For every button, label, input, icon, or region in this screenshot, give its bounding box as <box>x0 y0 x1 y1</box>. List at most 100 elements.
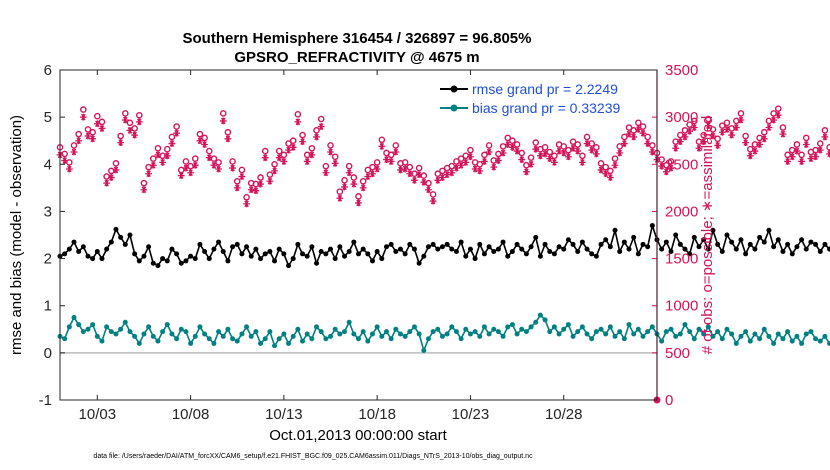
bias-point <box>342 329 348 335</box>
possible-point <box>80 106 87 113</box>
possible-point <box>121 110 129 117</box>
assimilated-point <box>700 138 708 146</box>
rmse-point <box>248 253 254 259</box>
y-tick-label: -1 <box>39 392 52 409</box>
bias-point <box>174 336 180 342</box>
rmse-point <box>621 239 627 245</box>
rmse-point <box>701 237 707 243</box>
possible-point <box>495 150 502 158</box>
bias-point <box>579 324 585 330</box>
possible-point <box>663 161 670 169</box>
assimilated-point <box>93 120 101 128</box>
bias-point <box>136 340 142 346</box>
bias-point <box>570 333 576 339</box>
bias-point <box>607 324 613 330</box>
rmse-point <box>122 241 128 247</box>
rmse-point <box>593 253 599 259</box>
assimilated-point <box>163 152 171 160</box>
possible-point <box>784 151 791 159</box>
assimilated-point <box>756 141 764 148</box>
rmse-point <box>537 253 543 259</box>
assimilated-point <box>289 143 297 151</box>
assimilated-point <box>704 122 712 130</box>
rmse-point <box>397 246 403 252</box>
rmse-point <box>696 244 702 250</box>
rmse-point <box>407 241 413 247</box>
possible-point <box>788 146 796 154</box>
assimilated-point <box>439 174 446 181</box>
bias-point <box>682 322 688 328</box>
assimilated-point <box>606 174 614 181</box>
bias-point <box>430 329 436 335</box>
assimilated-point <box>103 179 111 187</box>
possible-point <box>135 111 143 119</box>
possible-point <box>103 173 110 180</box>
assimilated-point <box>569 144 577 152</box>
assimilated-point <box>686 127 694 135</box>
bias-point <box>509 322 515 328</box>
rmse-point <box>202 249 208 254</box>
rmse-point <box>715 241 721 247</box>
possible-point <box>364 166 372 174</box>
possible-point <box>439 167 446 175</box>
possible-point <box>406 163 414 171</box>
assimilated-point <box>578 159 586 166</box>
possible-point <box>205 147 213 155</box>
rmse-point <box>393 249 399 254</box>
assimilated-point <box>224 135 232 143</box>
rmse-point <box>164 258 170 264</box>
rmse-point <box>640 241 646 247</box>
bias-point <box>514 331 520 337</box>
possible-point <box>714 135 721 143</box>
bias-point <box>239 331 245 337</box>
bias-point <box>393 326 399 332</box>
possible-point <box>243 193 250 201</box>
possible-point <box>667 158 675 165</box>
rmse-point <box>542 241 548 247</box>
rmse-point <box>752 246 758 252</box>
rmse-point <box>90 256 96 262</box>
rmse-point <box>99 256 105 262</box>
possible-point <box>233 177 241 185</box>
rmse-point <box>668 249 674 254</box>
possible-point <box>737 110 745 117</box>
rmse-point <box>547 249 553 254</box>
rmse-point <box>276 246 282 252</box>
y-tick-label: 5 <box>44 109 52 126</box>
possible-point <box>275 147 283 155</box>
assimilated-point <box>313 133 320 141</box>
bias-point <box>295 326 301 332</box>
rmse-point <box>328 246 334 252</box>
assimilated-point <box>476 167 484 175</box>
assimilated-point <box>541 150 549 158</box>
bias-point <box>309 336 315 342</box>
assimilated-point <box>658 162 666 170</box>
rmse-point <box>239 251 245 257</box>
assimilated-point <box>774 111 782 119</box>
assimilated-point <box>406 170 414 178</box>
possible-point <box>401 159 409 166</box>
possible-point <box>779 124 787 131</box>
bias-point <box>155 338 161 344</box>
rmse-point <box>794 244 800 250</box>
bias-point <box>281 331 287 337</box>
bias-point <box>202 331 208 337</box>
possible-point <box>527 154 535 161</box>
assimilated-point <box>233 184 241 192</box>
bias-point <box>244 324 250 330</box>
rmse-point <box>150 260 156 266</box>
bias-point <box>710 333 716 339</box>
rmse-point <box>183 258 189 264</box>
assimilated-point <box>168 140 176 147</box>
bias-point <box>705 324 711 330</box>
bias-point <box>356 336 361 342</box>
y-tick-label: 0 <box>44 345 52 362</box>
possible-point <box>420 172 428 179</box>
bias-point <box>537 312 543 318</box>
rmse-point <box>244 244 250 250</box>
bias-point <box>99 338 105 344</box>
assimilated-point <box>420 178 428 186</box>
assimilated-point <box>243 200 250 208</box>
assimilated-point <box>746 152 754 160</box>
rmse-point <box>491 249 497 254</box>
